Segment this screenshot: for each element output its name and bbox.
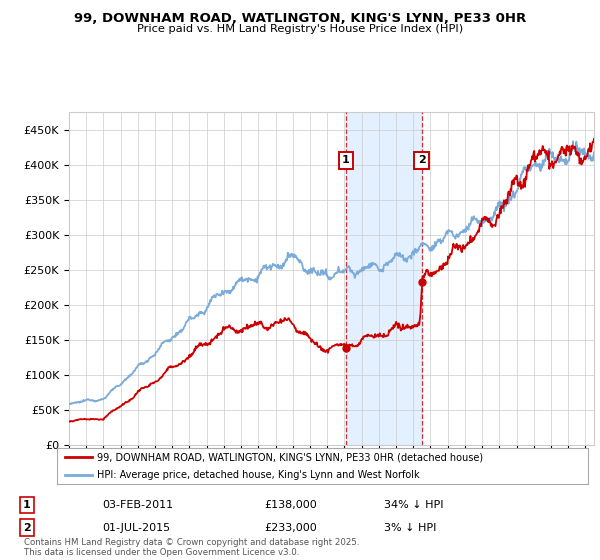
Text: 2: 2 bbox=[23, 522, 31, 533]
Text: Price paid vs. HM Land Registry's House Price Index (HPI): Price paid vs. HM Land Registry's House … bbox=[137, 24, 463, 34]
Text: £138,000: £138,000 bbox=[264, 500, 317, 510]
Text: 1: 1 bbox=[342, 155, 350, 165]
Bar bbox=[346, 112, 422, 445]
Text: HPI: Average price, detached house, King's Lynn and West Norfolk: HPI: Average price, detached house, King… bbox=[97, 470, 419, 480]
Text: 01-JUL-2015: 01-JUL-2015 bbox=[102, 522, 170, 533]
Text: 1: 1 bbox=[23, 500, 31, 510]
Text: 2: 2 bbox=[418, 155, 426, 165]
Text: 3% ↓ HPI: 3% ↓ HPI bbox=[384, 522, 436, 533]
Text: 99, DOWNHAM ROAD, WATLINGTON, KING'S LYNN, PE33 0HR (detached house): 99, DOWNHAM ROAD, WATLINGTON, KING'S LYN… bbox=[97, 452, 483, 462]
Text: 99, DOWNHAM ROAD, WATLINGTON, KING'S LYNN, PE33 0HR: 99, DOWNHAM ROAD, WATLINGTON, KING'S LYN… bbox=[74, 12, 526, 25]
Text: 34% ↓ HPI: 34% ↓ HPI bbox=[384, 500, 443, 510]
Text: Contains HM Land Registry data © Crown copyright and database right 2025.
This d: Contains HM Land Registry data © Crown c… bbox=[24, 538, 359, 557]
Text: 03-FEB-2011: 03-FEB-2011 bbox=[102, 500, 173, 510]
Text: £233,000: £233,000 bbox=[264, 522, 317, 533]
